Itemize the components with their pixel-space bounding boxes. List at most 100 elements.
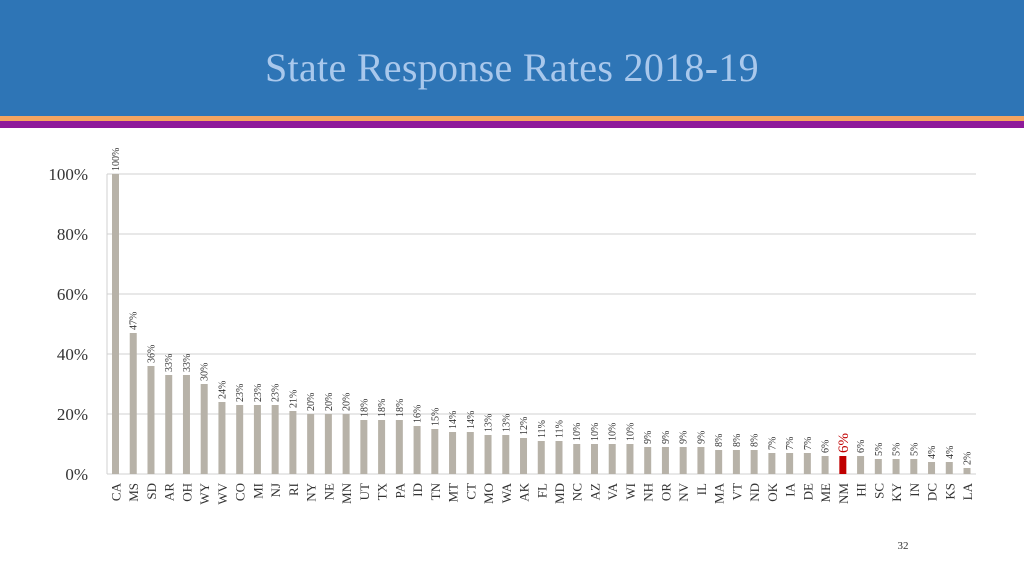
bar-sc (874, 459, 882, 474)
bar-nm (839, 456, 847, 474)
page-number: 32 (897, 540, 909, 552)
value-label: 15% (430, 408, 441, 426)
bar-tn (431, 429, 439, 474)
value-label: 4% (945, 446, 956, 459)
x-tick-label: IA (783, 482, 798, 496)
bar-in (910, 459, 918, 474)
bar-pa (395, 420, 403, 474)
x-tick-label: MA (712, 482, 727, 504)
value-label: 11% (555, 420, 566, 438)
x-tick-label: MS (126, 483, 141, 502)
bar-ar (165, 375, 173, 474)
bar-az (590, 444, 598, 474)
bar-il (697, 447, 705, 474)
value-label: 23% (253, 384, 264, 402)
value-label: 5% (909, 443, 920, 456)
x-tick-label: KY (889, 482, 904, 501)
value-label: 6% (856, 440, 867, 453)
value-label: 6% (821, 440, 832, 453)
bar-va (608, 444, 616, 474)
x-tick-label: NE (321, 483, 336, 500)
x-tick-label: SC (871, 483, 886, 499)
x-tick-label: SD (144, 483, 159, 500)
x-tick-label: TX (375, 482, 390, 500)
value-label: 47% (129, 312, 140, 330)
bar-ny (307, 414, 315, 474)
x-tick-label: CO (233, 483, 248, 501)
bar-nj (271, 405, 279, 474)
bar-la (963, 468, 971, 474)
bar-vt (732, 450, 740, 474)
bar-ca (112, 174, 119, 474)
value-label: 5% (874, 443, 885, 456)
x-tick-label: AZ (587, 483, 602, 500)
value-label: 21% (288, 390, 299, 408)
value-label: 36% (146, 345, 157, 363)
bar-nd (750, 450, 758, 474)
accent-stripe-purple (0, 121, 1024, 128)
bar-fl (537, 441, 545, 474)
bar-wv (218, 402, 226, 474)
bar-wi (626, 444, 634, 474)
x-tick-label: RI (286, 483, 301, 496)
x-tick-label: OK (765, 482, 780, 501)
x-tick-label: WI (623, 483, 638, 500)
y-tick-label: 20% (57, 405, 88, 424)
value-label: 16% (413, 405, 424, 423)
value-label: 9% (661, 431, 672, 444)
y-tick-label: 40% (57, 345, 88, 364)
value-label: 100% (111, 148, 122, 171)
x-tick-label: MD (552, 483, 567, 504)
x-tick-label: DC (925, 483, 940, 501)
x-tick-label: VT (729, 483, 744, 500)
bar-ma (715, 450, 723, 474)
value-label: 13% (501, 414, 512, 432)
value-label: 13% (484, 414, 495, 432)
bar-ak (520, 438, 528, 474)
bar-ks (945, 462, 953, 474)
value-label: 7% (785, 437, 796, 450)
x-tick-label: DE (800, 483, 815, 500)
x-tick-label: FL (534, 483, 549, 498)
slide-title: State Response Rates 2018-19 (265, 45, 759, 90)
x-tick-label: OH (179, 483, 194, 502)
value-label: 7% (803, 437, 814, 450)
value-label: 8% (732, 434, 743, 447)
value-label: 7% (767, 437, 778, 450)
value-label: 33% (164, 354, 175, 372)
value-label: 20% (342, 393, 353, 411)
value-label: 14% (448, 411, 459, 429)
x-tick-label: AR (162, 483, 177, 501)
bar-me (821, 456, 829, 474)
x-tick-label: MN (339, 482, 354, 504)
y-tick-label: 60% (57, 285, 88, 304)
x-tick-label: NM (836, 483, 851, 504)
value-label: 18% (395, 399, 406, 417)
x-tick-label: WV (215, 482, 230, 504)
value-label: 12% (519, 417, 530, 435)
bar-mi (253, 405, 261, 474)
value-label: 18% (377, 399, 388, 417)
value-label: 9% (679, 431, 690, 444)
bar-chart: 0% 20% 40% 60% 80% 100% 100% CA 47% MS 36% SD 33% AR 3… (48, 148, 976, 505)
bar-hi (857, 456, 865, 474)
x-tick-label: MT (446, 483, 461, 503)
x-tick-label: OR (658, 483, 673, 501)
bar-ky (892, 459, 900, 474)
bar-ct (466, 432, 474, 474)
value-label: 10% (608, 423, 619, 441)
x-tick-label: HI (854, 483, 869, 497)
x-tick-label: IN (907, 482, 922, 496)
value-label: 23% (235, 384, 246, 402)
bar-wy (200, 384, 208, 474)
bar-ia (786, 453, 794, 474)
value-label: 24% (217, 381, 228, 399)
accent-stripe-orange (0, 116, 1024, 121)
bar-nc (573, 444, 581, 474)
value-label: 6% (836, 433, 852, 453)
value-label: 2% (963, 452, 974, 465)
bar-ne (324, 414, 332, 474)
x-tick-label: ND (747, 483, 762, 502)
x-tick-label: VA (605, 482, 620, 500)
x-tick-label: NC (570, 483, 585, 501)
